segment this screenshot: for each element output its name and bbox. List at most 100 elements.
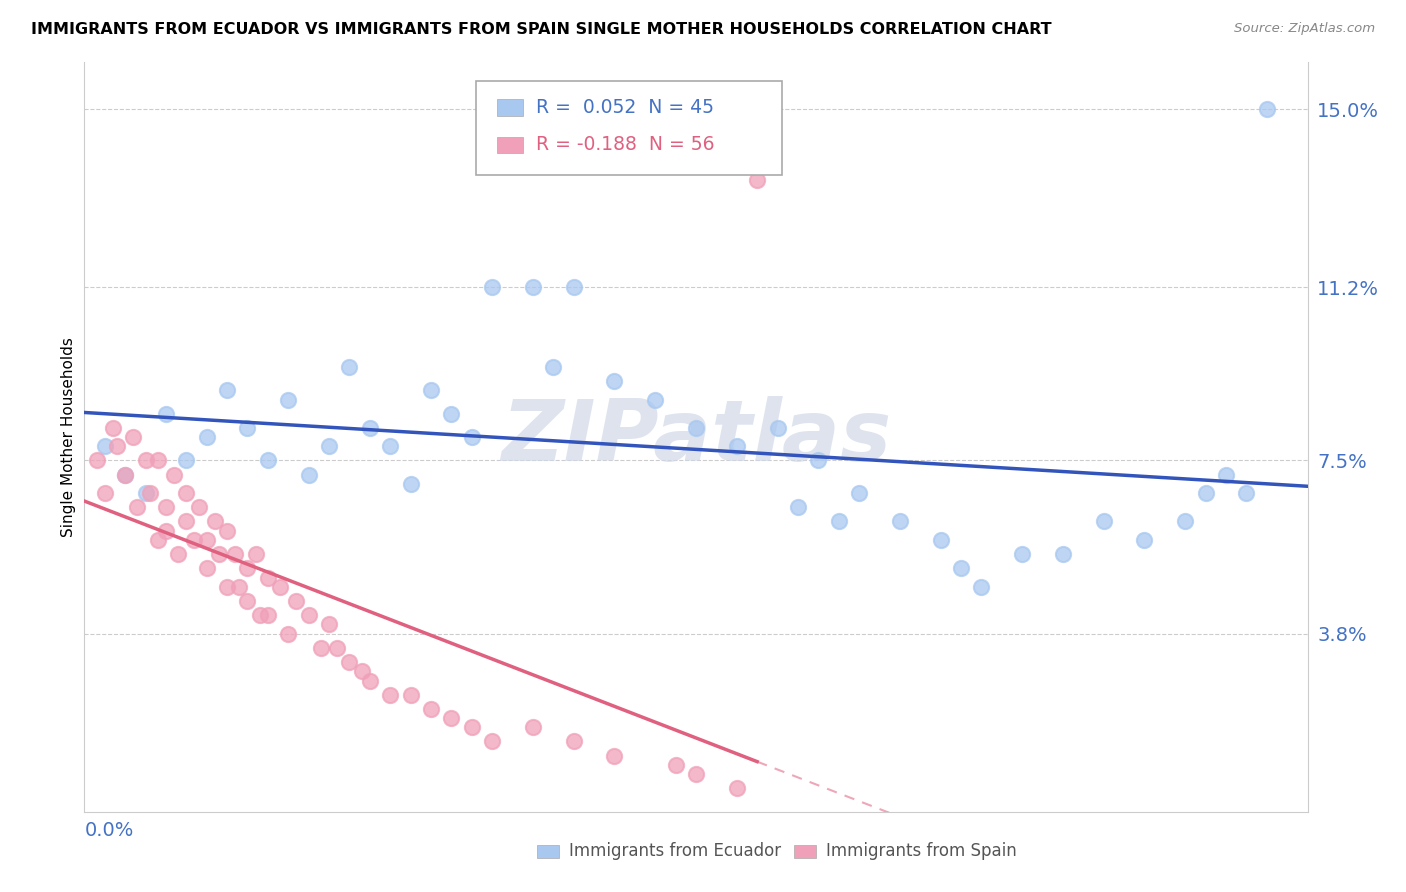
Point [359, 420, 381, 434]
Point [399, 688, 422, 702]
Point [155, 407, 177, 421]
Point [155, 524, 177, 538]
Y-axis label: Single Mother Households: Single Mother Households [60, 337, 76, 537]
Point [114, 467, 136, 482]
Point [217, 524, 239, 538]
Point [1195, 486, 1218, 500]
Point [644, 392, 666, 407]
Point [848, 486, 870, 500]
Point [339, 359, 361, 374]
Point [257, 608, 280, 623]
Point [461, 430, 484, 444]
Bar [496, 136, 523, 153]
Point [807, 453, 830, 467]
Point [562, 280, 585, 294]
Point [138, 486, 160, 500]
Text: Source: ZipAtlas.com: Source: ZipAtlas.com [1234, 22, 1375, 36]
Bar [794, 845, 815, 858]
Point [163, 467, 186, 482]
Point [101, 420, 124, 434]
Point [127, 500, 149, 515]
Point [766, 420, 789, 434]
Point [277, 626, 299, 640]
Point [725, 781, 748, 796]
Point [167, 547, 190, 561]
Point [481, 734, 503, 748]
Point [747, 172, 769, 186]
Point [195, 533, 218, 547]
Point [93, 440, 115, 453]
Point [481, 280, 503, 294]
Point [208, 547, 231, 561]
Point [440, 711, 463, 725]
Point [420, 384, 443, 398]
Point [380, 688, 402, 702]
Point [269, 580, 291, 594]
Point [970, 580, 993, 594]
Text: IMMIGRANTS FROM ECUADOR VS IMMIGRANTS FROM SPAIN SINGLE MOTHER HOUSEHOLDS CORREL: IMMIGRANTS FROM ECUADOR VS IMMIGRANTS FR… [31, 22, 1052, 37]
Text: R =  0.052  N = 45: R = 0.052 N = 45 [536, 98, 714, 117]
Point [318, 440, 340, 453]
Point [195, 430, 218, 444]
Point [174, 514, 197, 528]
Point [224, 547, 246, 561]
Point [146, 453, 169, 467]
Text: Immigrants from Spain: Immigrants from Spain [825, 842, 1017, 861]
Point [195, 561, 218, 575]
Point [828, 514, 851, 528]
Point [174, 486, 197, 500]
Point [440, 407, 463, 421]
Point [399, 476, 422, 491]
Point [603, 374, 626, 388]
Point [1174, 514, 1197, 528]
Point [380, 440, 402, 453]
Point [285, 594, 308, 608]
Point [93, 486, 115, 500]
Point [217, 580, 239, 594]
Point [685, 420, 707, 434]
Point [339, 655, 361, 669]
Point [86, 453, 108, 467]
Text: Immigrants from Ecuador: Immigrants from Ecuador [569, 842, 780, 861]
Point [236, 420, 259, 434]
Point [174, 453, 197, 467]
Text: ZIPatlas: ZIPatlas [501, 395, 891, 479]
Point [277, 392, 299, 407]
Point [522, 280, 544, 294]
Point [257, 453, 280, 467]
Point [228, 580, 250, 594]
Point [1052, 547, 1074, 561]
Text: 0.0%: 0.0% [84, 821, 134, 839]
Point [950, 561, 973, 575]
Point [685, 767, 707, 781]
Point [1011, 547, 1033, 561]
Point [1092, 514, 1115, 528]
Point [725, 440, 748, 453]
Point [135, 486, 157, 500]
Point [318, 617, 340, 632]
Bar [537, 845, 560, 858]
Point [787, 500, 810, 515]
Point [1215, 467, 1237, 482]
Point [146, 533, 169, 547]
Point [522, 721, 544, 735]
Point [249, 608, 271, 623]
Text: R = -0.188  N = 56: R = -0.188 N = 56 [536, 136, 714, 154]
Point [309, 640, 332, 655]
Point [1133, 533, 1156, 547]
Point [114, 467, 136, 482]
Point [461, 721, 484, 735]
Point [183, 533, 205, 547]
Point [562, 734, 585, 748]
Point [665, 758, 688, 772]
Point [420, 701, 443, 715]
Point [603, 748, 626, 763]
Point [298, 608, 321, 623]
Point [236, 561, 259, 575]
Point [155, 500, 177, 515]
Bar [496, 99, 523, 116]
Point [543, 359, 565, 374]
Point [298, 467, 321, 482]
Point [350, 664, 373, 679]
Point [326, 640, 349, 655]
